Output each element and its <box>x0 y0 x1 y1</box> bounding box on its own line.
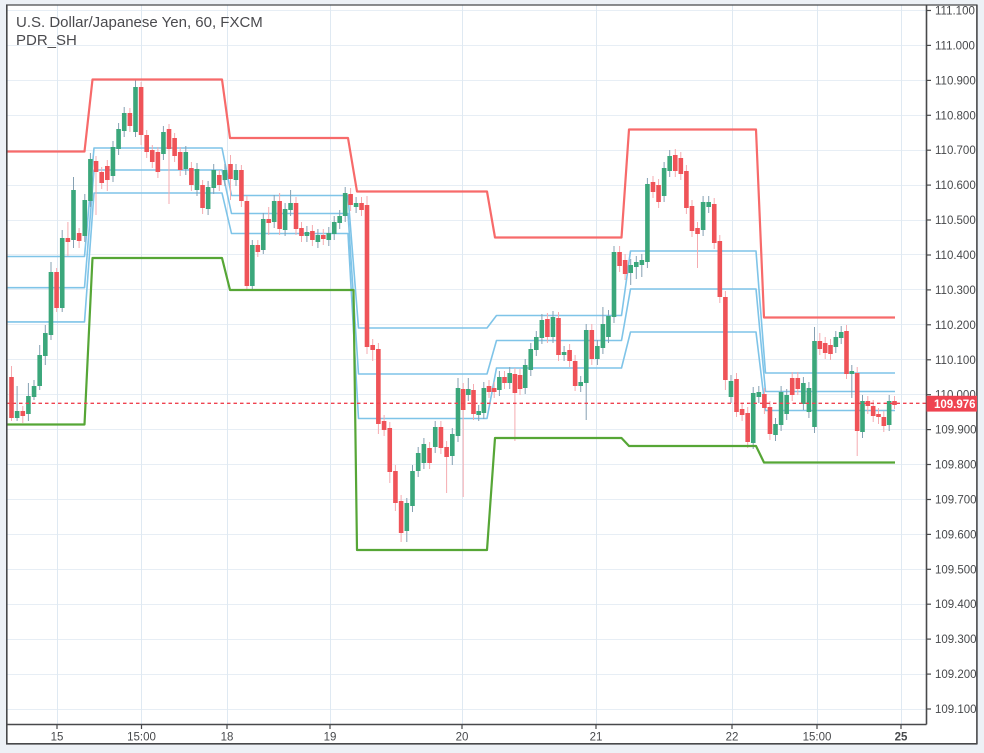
svg-text:109.700: 109.700 <box>935 495 977 507</box>
svg-text:U.S. Dollar/Japanese Yen, 60,: U.S. Dollar/Japanese Yen, 60, FXCM <box>16 14 263 31</box>
svg-text:110.800: 110.800 <box>935 110 976 122</box>
svg-text:110.300: 110.300 <box>935 285 976 297</box>
svg-text:109.900: 109.900 <box>935 425 977 437</box>
svg-text:110.700: 110.700 <box>935 145 976 157</box>
svg-text:109.800: 109.800 <box>935 460 977 472</box>
svg-text:15: 15 <box>51 732 64 744</box>
svg-text:110.100: 110.100 <box>935 355 976 367</box>
svg-text:109.976: 109.976 <box>934 399 976 411</box>
svg-text:110.500: 110.500 <box>935 215 976 227</box>
svg-text:25: 25 <box>895 732 908 744</box>
svg-text:18: 18 <box>221 732 234 744</box>
svg-text:109.100: 109.100 <box>935 704 977 716</box>
svg-text:PDR_SH: PDR_SH <box>16 32 77 49</box>
svg-text:111.000: 111.000 <box>935 40 975 52</box>
svg-text:110.600: 110.600 <box>935 180 976 192</box>
svg-text:110.400: 110.400 <box>935 250 976 262</box>
svg-text:22: 22 <box>726 732 739 744</box>
svg-text:20: 20 <box>456 732 469 744</box>
svg-text:109.600: 109.600 <box>935 529 977 541</box>
svg-text:109.200: 109.200 <box>935 669 977 681</box>
svg-text:109.500: 109.500 <box>935 564 977 576</box>
svg-text:21: 21 <box>590 732 603 744</box>
svg-text:19: 19 <box>324 732 337 744</box>
svg-text:110.200: 110.200 <box>935 320 976 332</box>
svg-text:15:00: 15:00 <box>803 732 832 744</box>
svg-text:15:00: 15:00 <box>127 732 156 744</box>
svg-text:110.900: 110.900 <box>935 75 976 87</box>
svg-text:111.100: 111.100 <box>935 6 975 18</box>
svg-text:109.300: 109.300 <box>935 634 977 646</box>
svg-text:109.400: 109.400 <box>935 599 977 611</box>
